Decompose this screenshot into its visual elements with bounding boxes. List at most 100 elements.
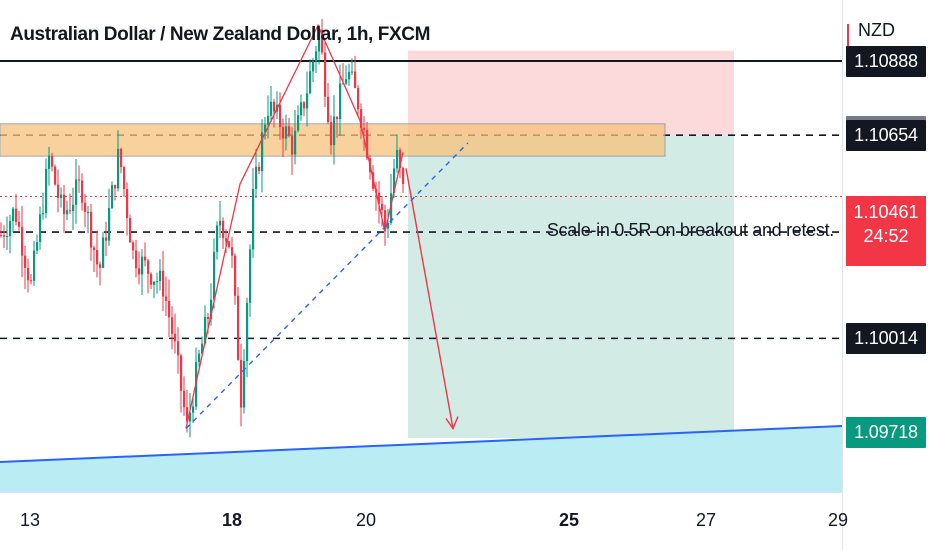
candle-body <box>105 237 108 241</box>
candle-body <box>78 179 81 181</box>
trade-annotation: Scale-in 0.5R on breakout and retest. <box>546 220 834 240</box>
candle-body <box>378 192 381 204</box>
candle-body <box>72 204 75 212</box>
candle-body <box>162 270 165 297</box>
candle-body <box>222 220 225 239</box>
candle-body <box>153 281 156 285</box>
candle-body <box>123 167 126 189</box>
candle-body <box>54 166 57 185</box>
candle-body <box>279 104 282 128</box>
candle-body <box>147 260 150 274</box>
candle-body <box>318 29 321 52</box>
candle-body <box>258 166 261 171</box>
candle-body <box>174 333 177 342</box>
candle-body <box>108 208 111 241</box>
live-price-value: 1.10461 <box>853 202 919 222</box>
candle-body <box>99 264 102 268</box>
candle-body <box>240 359 243 408</box>
candle-body <box>33 250 36 281</box>
candle-body <box>66 210 69 215</box>
candle-body <box>330 122 333 146</box>
candle-body <box>231 247 234 256</box>
candle-body <box>294 130 297 155</box>
candle-body <box>210 299 213 320</box>
candle-body <box>285 126 288 139</box>
candle-body <box>228 241 231 248</box>
support-line <box>0 425 843 463</box>
time-tick: 25 <box>558 510 580 530</box>
candle-body <box>306 93 309 109</box>
candle-countdown: 24:52 <box>863 226 909 246</box>
candle-body <box>168 300 171 318</box>
candle-body <box>48 155 51 169</box>
candle-body <box>393 168 396 194</box>
price-axis-divider <box>842 0 843 550</box>
candle-body <box>216 225 219 252</box>
candle-body <box>57 184 60 198</box>
candle-body <box>237 295 240 360</box>
candle-body <box>9 221 12 237</box>
price-tag: 1.10014 <box>846 323 926 355</box>
candle-body <box>129 218 132 243</box>
price-tag: 1.10654 <box>846 120 926 152</box>
candle-body <box>111 185 114 209</box>
candle-body <box>159 270 162 282</box>
candle-body <box>75 179 78 205</box>
candle-body <box>120 148 123 168</box>
candle-body <box>249 249 252 303</box>
candle-body <box>297 115 300 131</box>
candle-body <box>354 71 357 88</box>
time-tick: 27 <box>695 510 717 530</box>
candle-body <box>339 83 342 120</box>
projection-arrow <box>405 168 454 429</box>
candle-body <box>384 210 387 229</box>
candle-body <box>6 236 9 238</box>
live-price-tag: 1.10461 24:52 <box>846 196 926 266</box>
candle-body <box>12 208 15 222</box>
candle-body <box>399 149 402 169</box>
candle-body <box>117 148 120 189</box>
candle-body <box>327 96 330 123</box>
candle-body <box>93 247 96 250</box>
candle-body <box>243 361 246 408</box>
candle-body <box>357 87 360 110</box>
candle-body <box>234 255 237 296</box>
candle-body <box>135 250 138 269</box>
price-axis-marker <box>847 24 849 64</box>
candle-body <box>0 234 3 236</box>
candle-body <box>21 226 24 256</box>
candle-body <box>15 208 18 222</box>
candle-body <box>63 194 66 215</box>
candle-body <box>150 273 153 285</box>
candle-body <box>246 302 249 362</box>
candle-body <box>69 210 72 212</box>
candle-body <box>51 155 54 167</box>
candle-body <box>225 238 228 242</box>
currency-label[interactable]: NZD <box>858 20 895 40</box>
time-tick: 29 <box>827 510 849 530</box>
candle-body <box>300 102 303 116</box>
candle-body <box>177 341 180 356</box>
time-tick: 18 <box>221 510 243 530</box>
candle-body <box>81 180 84 203</box>
arrow-head <box>445 416 459 430</box>
candle-body <box>273 101 276 112</box>
candle-body <box>36 242 39 251</box>
candle-body <box>291 135 294 155</box>
candle-body <box>138 268 141 275</box>
candle-body <box>171 317 174 334</box>
candle-body <box>345 79 348 84</box>
candle-body <box>90 211 93 248</box>
candle-body <box>207 316 210 320</box>
candle-body <box>402 168 405 184</box>
candle-body <box>213 251 216 300</box>
price-tag: 1.10888 <box>846 45 926 77</box>
candle-body <box>87 211 90 213</box>
candle-body <box>126 188 129 219</box>
candle-body <box>84 202 87 212</box>
candle-body <box>309 71 312 94</box>
candle-body <box>186 407 189 422</box>
candle-body <box>387 222 390 229</box>
